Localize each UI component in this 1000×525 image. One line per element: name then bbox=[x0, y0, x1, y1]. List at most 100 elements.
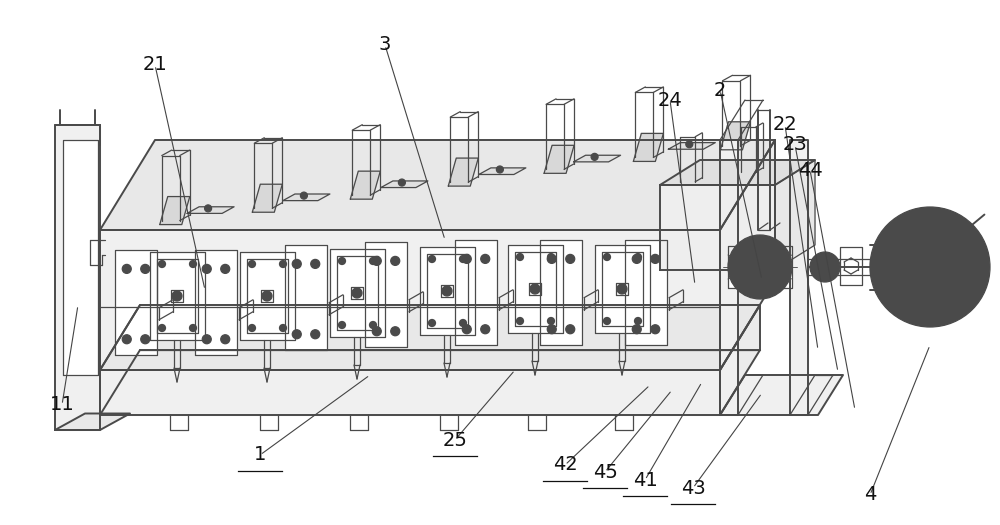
Circle shape bbox=[617, 284, 627, 294]
Circle shape bbox=[372, 327, 381, 336]
Circle shape bbox=[141, 265, 150, 274]
Polygon shape bbox=[157, 259, 198, 333]
Polygon shape bbox=[529, 283, 541, 295]
Text: 4: 4 bbox=[864, 486, 876, 505]
Circle shape bbox=[566, 255, 575, 264]
Polygon shape bbox=[508, 245, 563, 333]
Polygon shape bbox=[515, 252, 556, 326]
Circle shape bbox=[158, 260, 166, 268]
Circle shape bbox=[141, 335, 150, 344]
Circle shape bbox=[292, 330, 301, 339]
Circle shape bbox=[202, 265, 211, 274]
Polygon shape bbox=[720, 140, 775, 370]
Polygon shape bbox=[195, 250, 237, 355]
Polygon shape bbox=[381, 181, 428, 187]
Text: 41: 41 bbox=[633, 470, 657, 489]
Circle shape bbox=[635, 318, 642, 324]
Circle shape bbox=[686, 141, 693, 148]
Circle shape bbox=[221, 265, 230, 274]
Polygon shape bbox=[448, 158, 478, 186]
Circle shape bbox=[818, 260, 832, 274]
Polygon shape bbox=[660, 160, 815, 185]
Polygon shape bbox=[351, 287, 363, 299]
Circle shape bbox=[221, 335, 230, 344]
Polygon shape bbox=[283, 194, 330, 201]
Circle shape bbox=[428, 256, 436, 262]
Circle shape bbox=[122, 265, 131, 274]
Circle shape bbox=[651, 255, 660, 264]
Circle shape bbox=[122, 335, 131, 344]
Polygon shape bbox=[720, 140, 738, 415]
Circle shape bbox=[442, 286, 452, 296]
Circle shape bbox=[548, 318, 554, 324]
Polygon shape bbox=[350, 171, 380, 199]
Polygon shape bbox=[479, 168, 526, 174]
Circle shape bbox=[338, 257, 346, 265]
Circle shape bbox=[460, 320, 466, 327]
Polygon shape bbox=[616, 283, 628, 295]
Polygon shape bbox=[790, 140, 808, 415]
Circle shape bbox=[744, 251, 776, 283]
Polygon shape bbox=[544, 145, 574, 173]
Circle shape bbox=[202, 335, 211, 344]
Circle shape bbox=[391, 256, 400, 266]
Polygon shape bbox=[775, 160, 815, 270]
Text: 42: 42 bbox=[553, 456, 577, 475]
Polygon shape bbox=[720, 375, 843, 415]
Polygon shape bbox=[668, 143, 715, 149]
Circle shape bbox=[547, 325, 556, 334]
Polygon shape bbox=[55, 125, 100, 430]
Circle shape bbox=[547, 255, 556, 264]
Polygon shape bbox=[247, 259, 288, 333]
Polygon shape bbox=[365, 242, 407, 347]
Circle shape bbox=[728, 235, 792, 299]
Polygon shape bbox=[337, 256, 378, 330]
Circle shape bbox=[338, 321, 346, 329]
Polygon shape bbox=[150, 252, 205, 340]
Polygon shape bbox=[252, 184, 282, 212]
Polygon shape bbox=[625, 240, 667, 345]
Circle shape bbox=[370, 257, 376, 265]
Polygon shape bbox=[720, 305, 760, 415]
Circle shape bbox=[870, 207, 990, 327]
Circle shape bbox=[635, 254, 642, 260]
Circle shape bbox=[158, 324, 166, 331]
Polygon shape bbox=[540, 240, 582, 345]
Text: 43: 43 bbox=[681, 478, 705, 498]
Polygon shape bbox=[728, 246, 792, 288]
Text: 23: 23 bbox=[783, 135, 807, 154]
Text: 44: 44 bbox=[798, 161, 822, 180]
Circle shape bbox=[352, 288, 362, 298]
Text: 1: 1 bbox=[254, 446, 266, 465]
Polygon shape bbox=[55, 414, 130, 430]
Polygon shape bbox=[330, 249, 385, 337]
Circle shape bbox=[632, 255, 641, 264]
Polygon shape bbox=[633, 133, 663, 161]
Text: 3: 3 bbox=[379, 36, 391, 55]
Circle shape bbox=[591, 153, 598, 160]
Circle shape bbox=[248, 324, 256, 331]
Circle shape bbox=[651, 325, 660, 334]
Circle shape bbox=[280, 324, 287, 331]
Text: 2: 2 bbox=[714, 80, 726, 100]
Circle shape bbox=[922, 259, 938, 275]
Circle shape bbox=[398, 179, 405, 186]
Circle shape bbox=[481, 255, 490, 264]
Circle shape bbox=[311, 259, 320, 268]
Circle shape bbox=[604, 254, 610, 260]
Circle shape bbox=[205, 205, 212, 212]
Circle shape bbox=[428, 320, 436, 327]
Circle shape bbox=[248, 260, 256, 268]
Circle shape bbox=[496, 166, 503, 173]
Polygon shape bbox=[100, 305, 760, 370]
Text: 21: 21 bbox=[143, 56, 167, 75]
Polygon shape bbox=[840, 247, 862, 285]
Polygon shape bbox=[285, 245, 327, 350]
Polygon shape bbox=[441, 285, 453, 297]
Polygon shape bbox=[100, 140, 775, 230]
Circle shape bbox=[292, 259, 301, 268]
Circle shape bbox=[516, 254, 524, 260]
Circle shape bbox=[262, 291, 272, 301]
Text: 45: 45 bbox=[593, 463, 617, 481]
Text: 11: 11 bbox=[50, 395, 74, 415]
